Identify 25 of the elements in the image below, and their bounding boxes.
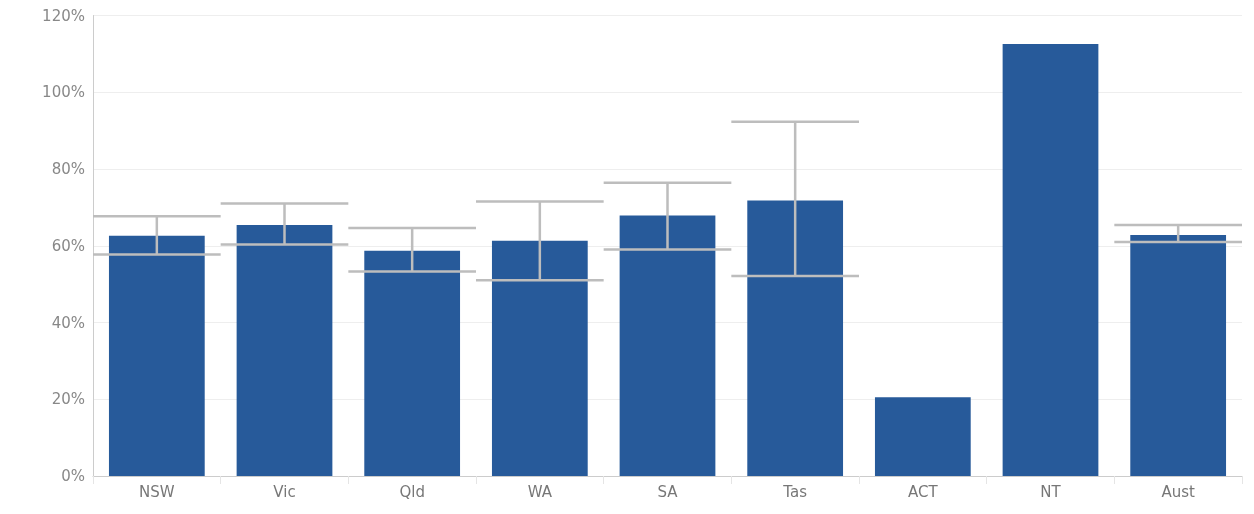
x-tick-label: Vic xyxy=(273,482,296,501)
x-tick-label: WA xyxy=(527,482,553,501)
bar xyxy=(874,397,971,476)
bar xyxy=(619,215,716,476)
x-tick-label: ACT xyxy=(908,482,939,501)
x-tick-label: SA xyxy=(657,482,679,501)
y-tick-label: 0% xyxy=(61,467,85,485)
x-tick-label: NSW xyxy=(139,482,175,501)
bar xyxy=(1130,235,1227,476)
bar xyxy=(108,235,205,476)
y-tick-label: 80% xyxy=(51,160,85,178)
bar xyxy=(747,200,844,476)
y-tick-label: 100% xyxy=(42,83,85,102)
y-tick-label: 20% xyxy=(51,390,85,409)
bar xyxy=(236,225,333,476)
x-tick-label: NT xyxy=(1040,482,1062,501)
x-tick-label: Aust xyxy=(1161,482,1196,501)
bar xyxy=(491,240,588,476)
bar xyxy=(364,250,461,476)
y-tick-label: 60% xyxy=(51,236,85,255)
y-tick-label: 40% xyxy=(51,313,85,332)
bar xyxy=(1002,43,1099,476)
y-tick-label: 120% xyxy=(42,6,85,25)
x-tick-label: Qld xyxy=(399,482,425,501)
x-tick-label: Tas xyxy=(782,482,808,501)
